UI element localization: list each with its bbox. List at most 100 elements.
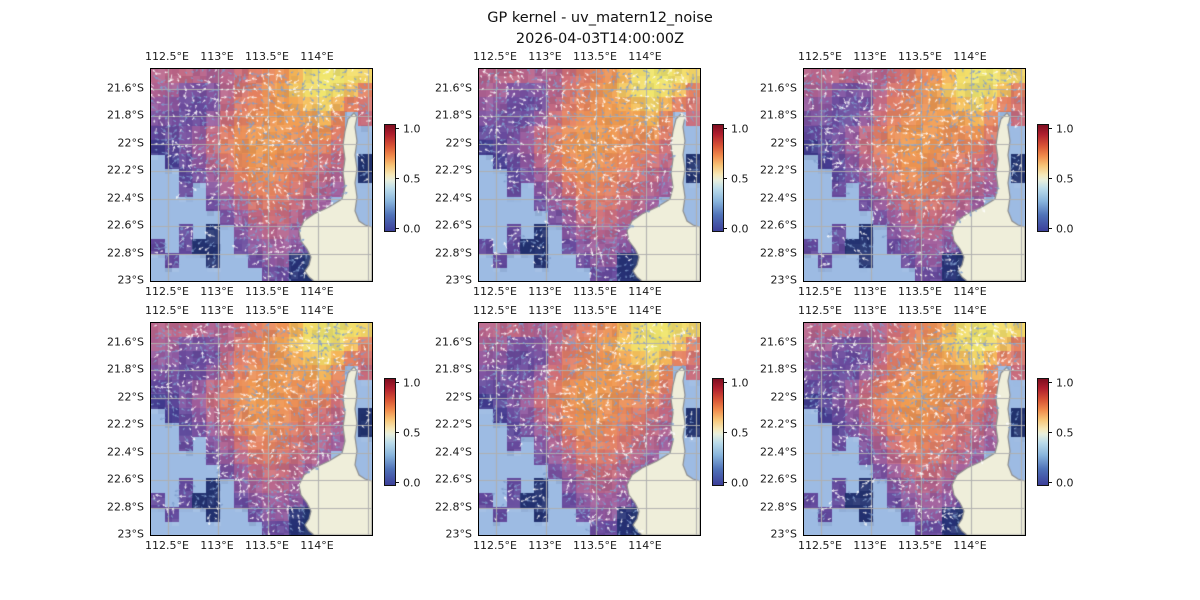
colorbar-tick-mark (723, 482, 727, 484)
x-tick-label: 113°E (528, 50, 562, 63)
map-canvas (478, 322, 701, 536)
y-tick-label: 22°S (117, 136, 144, 150)
x-tick-label: 112.5°E (473, 285, 517, 298)
colorbar-tick-mark (723, 228, 727, 230)
panel-r2c3: 112.5°E 113°E 113.5°E 114°E 112.5°E 113°E 113… (760, 304, 1073, 552)
y-tick-label: 22.6°S (435, 472, 472, 486)
colorbar-tick-label: 0.0 (403, 222, 421, 235)
x-tick-label: 112.5°E (473, 539, 517, 552)
colorbar-tick-mark (1048, 432, 1052, 434)
y-tick-label: 21.6°S (107, 81, 144, 95)
y-tick-label: 21.8°S (760, 362, 797, 376)
x-tick-label: 113.5°E (573, 50, 617, 63)
colorbar-tick-mark (395, 382, 399, 384)
panel-r1c2: 112.5°E 113°E 113.5°E 114°E 112.5°E 113°E 113… (435, 50, 748, 298)
x-tick-label: 113.5°E (573, 304, 617, 317)
colorbar-tick-label: 0.5 (731, 172, 749, 185)
x-tick-label: 112.5°E (145, 50, 189, 63)
y-tick-label: 23°S (445, 273, 472, 287)
y-tick-label: 22.2°S (760, 163, 797, 177)
map-canvas (478, 68, 701, 282)
y-tick-label: 21.6°S (760, 81, 797, 95)
y-tick-label: 22°S (445, 390, 472, 404)
y-tick-label: 22.4°S (760, 191, 797, 205)
y-tick-label: 22.8°S (435, 500, 472, 514)
x-tick-label: 113°E (200, 304, 234, 317)
x-tick-label: 113.5°E (245, 50, 289, 63)
y-tick-label: 23°S (117, 527, 144, 541)
colorbar-tick-mark (723, 382, 727, 384)
colorbar: 1.0 0.5 0.0 (384, 122, 421, 235)
x-tick-label: 113.5°E (573, 539, 617, 552)
colorbar-tick-label: 1.0 (403, 376, 421, 389)
colorbar-tick-mark (1048, 128, 1052, 130)
x-tick-label: 113°E (853, 304, 887, 317)
x-tick-label: 113°E (853, 285, 887, 298)
colorbar-tick-label: 1.0 (1056, 122, 1074, 135)
y-tick-label: 22.8°S (760, 246, 797, 260)
colorbar-tick-mark (1048, 228, 1052, 230)
panel-r2c1: 112.5°E 113°E 113.5°E 114°E 112.5°E 113°E 113… (107, 304, 420, 552)
x-tick-label: 113°E (200, 285, 234, 298)
colorbar-tick-label: 0.5 (1056, 172, 1074, 185)
colorbar-tick-mark (395, 178, 399, 180)
x-tick-label: 113°E (528, 285, 562, 298)
x-tick-label: 113.5°E (573, 285, 617, 298)
map-canvas (803, 322, 1026, 536)
x-tick-label: 113.5°E (898, 539, 942, 552)
x-tick-label: 112.5°E (798, 304, 842, 317)
colorbar-tick-label: 1.0 (403, 122, 421, 135)
colorbar-tick-mark (395, 128, 399, 130)
colorbar: 1.0 0.5 0.0 (1037, 122, 1074, 235)
x-tick-label: 113°E (853, 539, 887, 552)
colorbar-tick-mark (395, 482, 399, 484)
y-tick-label: 21.8°S (435, 108, 472, 122)
y-tick-label: 22.6°S (760, 218, 797, 232)
colorbar: 1.0 0.5 0.0 (712, 122, 749, 235)
y-tick-label: 21.8°S (760, 108, 797, 122)
x-tick-label: 112.5°E (798, 50, 842, 63)
colorbar-tick-mark (395, 228, 399, 230)
x-tick-label: 114°E (953, 50, 987, 63)
x-tick-label: 113°E (200, 539, 234, 552)
x-tick-label: 112.5°E (473, 304, 517, 317)
y-tick-label: 23°S (445, 527, 472, 541)
figure-title: GP kernel - uv_matern12_noise (487, 10, 713, 26)
y-tick-label: 22°S (770, 136, 797, 150)
y-tick-label: 23°S (117, 273, 144, 287)
y-tick-label: 22.2°S (107, 163, 144, 177)
x-tick-label: 114°E (300, 50, 334, 63)
x-tick-label: 114°E (300, 539, 334, 552)
x-tick-label: 114°E (628, 285, 662, 298)
map-canvas (803, 68, 1026, 282)
x-tick-label: 114°E (628, 304, 662, 317)
y-tick-label: 22.8°S (107, 500, 144, 514)
x-tick-label: 113.5°E (245, 304, 289, 317)
y-tick-label: 22.2°S (760, 417, 797, 431)
colorbar: 1.0 0.5 0.0 (384, 376, 421, 489)
colorbar-tick-label: 0.0 (1056, 222, 1074, 235)
y-tick-label: 22.2°S (107, 417, 144, 431)
colorbar-tick-mark (723, 178, 727, 180)
y-tick-label: 21.6°S (435, 81, 472, 95)
y-tick-label: 22°S (770, 390, 797, 404)
colorbar-tick-label: 0.5 (403, 426, 421, 439)
x-tick-label: 113.5°E (245, 285, 289, 298)
colorbar-tick-label: 0.5 (1056, 426, 1074, 439)
colorbar: 1.0 0.5 0.0 (712, 376, 749, 489)
x-tick-label: 112.5°E (798, 285, 842, 298)
x-tick-label: 112.5°E (145, 539, 189, 552)
panel-r2c2: 112.5°E 113°E 113.5°E 114°E 112.5°E 113°E 113… (435, 304, 748, 552)
y-tick-label: 22.6°S (760, 472, 797, 486)
y-tick-label: 22.6°S (435, 218, 472, 232)
y-tick-label: 21.6°S (435, 335, 472, 349)
colorbar-tick-mark (1048, 482, 1052, 484)
colorbar-tick-mark (723, 128, 727, 130)
x-tick-label: 113°E (853, 50, 887, 63)
colorbar-tick-label: 0.5 (731, 426, 749, 439)
y-tick-label: 22.4°S (107, 191, 144, 205)
y-tick-label: 22.4°S (107, 445, 144, 459)
y-tick-label: 21.8°S (107, 362, 144, 376)
y-tick-label: 22.8°S (107, 246, 144, 260)
colorbar-tick-mark (1048, 178, 1052, 180)
